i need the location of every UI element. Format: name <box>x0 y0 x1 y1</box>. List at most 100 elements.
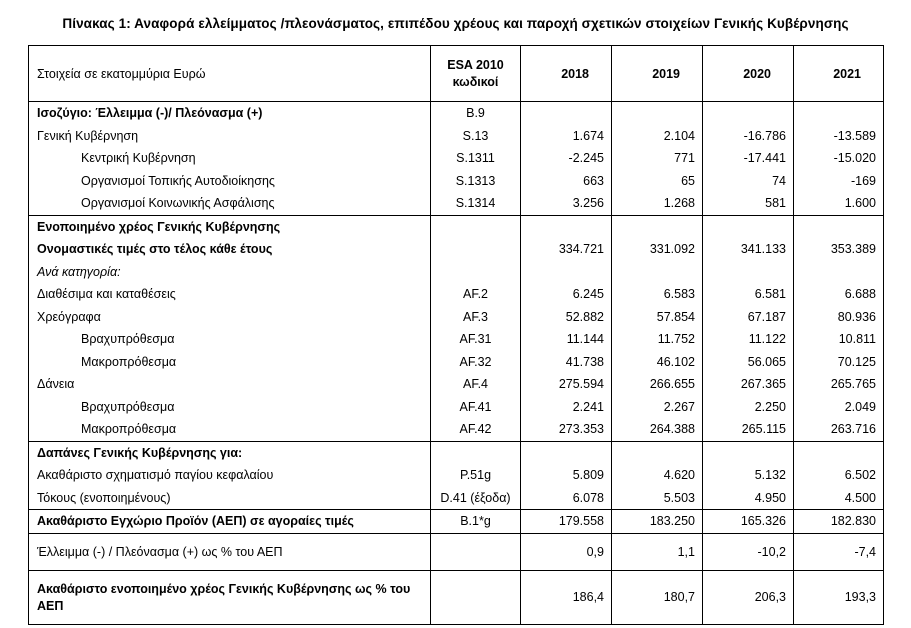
row-esa-code <box>430 570 521 625</box>
row-value-2021: 265.765 <box>793 373 884 396</box>
row-value-2019: 6.583 <box>611 283 703 306</box>
row-value-2019: 65 <box>611 169 703 192</box>
row-value-2020: 4.950 <box>702 486 794 510</box>
row-value-2018: 275.594 <box>520 373 612 396</box>
row-value-2018: 2.241 <box>520 395 612 418</box>
row-label: Βραχυπρόθεσμα <box>28 395 431 418</box>
row-value-2020: 67.187 <box>702 305 794 328</box>
table-row: Μακροπρόθεσμα AF.42 273.353 264.388 265.115 2… <box>28 418 884 441</box>
row-value-2018: 11.144 <box>520 328 612 351</box>
row-value-2019: 46.102 <box>611 350 703 373</box>
row-value-2019: 57.854 <box>611 305 703 328</box>
row-value-2020: -10,2 <box>702 532 794 571</box>
row-label: Οργανισμοί Τοπικής Αυτοδιοίκησης <box>28 169 431 192</box>
row-value-2018: 663 <box>520 169 612 192</box>
row-value-2018: 179.558 <box>520 509 612 533</box>
row-value-2018: -2.245 <box>520 147 612 170</box>
table-row: Ονομαστικές τιμές στο τέλος κάθε έτους 33… <box>28 238 884 261</box>
row-label: Ακαθάριστο ενοποιημένο χρέος Γενικής Κυβ… <box>28 570 431 625</box>
row-esa-code <box>430 532 521 571</box>
row-esa-code: AF.2 <box>430 283 521 306</box>
row-label: Μακροπρόθεσμα <box>28 418 431 441</box>
table-row: Ενοποιημένο χρέος Γενικής Κυβέρνησης <box>28 214 884 238</box>
row-value-2021 <box>793 260 884 283</box>
row-value-2020 <box>702 101 794 125</box>
row-value-2020: 6.581 <box>702 283 794 306</box>
row-label: Ακαθάριστο Εγχώριο Προϊόν (ΑΕΠ) σε αγορα… <box>28 509 431 533</box>
row-esa-code: S.1311 <box>430 147 521 170</box>
row-value-2018: 273.353 <box>520 418 612 441</box>
row-label: Μακροπρόθεσμα <box>28 350 431 373</box>
row-value-2019 <box>611 214 703 238</box>
row-value-2019 <box>611 440 703 464</box>
row-label: Ισοζύγιο: Έλλειμμα (-)/ Πλεόνασμα (+) <box>28 101 431 125</box>
row-value-2019: 2.267 <box>611 395 703 418</box>
row-value-2021: 70.125 <box>793 350 884 373</box>
row-value-2021: 6.502 <box>793 464 884 487</box>
row-label: Ενοποιημένο χρέος Γενικής Κυβέρνησης <box>28 214 431 238</box>
header-row: Στοιχεία σε εκατομμύρια Ευρώ ESA 2010 κω… <box>28 45 884 102</box>
row-value-2021: 4.500 <box>793 486 884 510</box>
row-esa-code: B.1*g <box>430 509 521 533</box>
row-value-2021: 353.389 <box>793 238 884 261</box>
row-esa-code <box>430 214 521 238</box>
row-value-2018: 41.738 <box>520 350 612 373</box>
table-title: Πίνακας 1: Αναφορά ελλείμματος /πλεονάσμ… <box>62 16 849 31</box>
row-value-2019: 11.752 <box>611 328 703 351</box>
year-header-2020: 2020 <box>702 45 794 102</box>
row-value-2020: 341.133 <box>702 238 794 261</box>
table-row: Κεντρική Κυβέρνηση S.1311 -2.245 771 -17.441… <box>28 147 884 170</box>
row-value-2020: 74 <box>702 169 794 192</box>
row-value-2021 <box>793 440 884 464</box>
row-value-2019: 5.503 <box>611 486 703 510</box>
table-row: Ακαθάριστο σχηματισμό παγίου κεφαλαίου P.… <box>28 464 884 487</box>
row-value-2019: 1.268 <box>611 192 703 215</box>
table-row: Οργανισμοί Κοινωνικής Ασφάλισης S.1314 3.2… <box>28 192 884 215</box>
row-label: Δαπάνες Γενικής Κυβέρνησης για: <box>28 440 431 464</box>
esa-codes-header: ESA 2010 κωδικοί <box>430 45 521 102</box>
row-value-2021: 1.600 <box>793 192 884 215</box>
row-esa-code: AF.41 <box>430 395 521 418</box>
row-value-2019 <box>611 260 703 283</box>
row-value-2019: 264.388 <box>611 418 703 441</box>
row-value-2018: 0,9 <box>520 532 612 571</box>
row-label: Γενική Κυβέρνηση <box>28 124 431 147</box>
table-row: Ισοζύγιο: Έλλειμμα (-)/ Πλεόνασμα (+) B.9 <box>28 101 884 125</box>
row-value-2019: 331.092 <box>611 238 703 261</box>
row-esa-code <box>430 260 521 283</box>
row-label: Ανά κατηγορία: <box>28 260 431 283</box>
row-label: Ακαθάριστο σχηματισμό παγίου κεφαλαίου <box>28 464 431 487</box>
row-value-2018 <box>520 260 612 283</box>
row-esa-code: D.41 (έξοδα) <box>430 486 521 510</box>
row-esa-code: P.51g <box>430 464 521 487</box>
row-esa-code: AF.32 <box>430 350 521 373</box>
row-esa-code <box>430 440 521 464</box>
table-body: Ισοζύγιο: Έλλειμμα (-)/ Πλεόνασμα (+) B.9… <box>28 101 884 625</box>
row-value-2021: 182.830 <box>793 509 884 533</box>
table-row: Βραχυπρόθεσμα AF.31 11.144 11.752 11.122 10.8… <box>28 328 884 351</box>
year-header-2018: 2018 <box>520 45 612 102</box>
general-government-table: Στοιχεία σε εκατομμύρια Ευρώ ESA 2010 κω… <box>28 45 884 625</box>
row-value-2021: 10.811 <box>793 328 884 351</box>
row-label: Έλλειμμα (-) / Πλεόνασμα (+) ως % του ΑΕ… <box>28 532 431 571</box>
row-value-2021: -7,4 <box>793 532 884 571</box>
row-value-2021: -169 <box>793 169 884 192</box>
row-label: Δάνεια <box>28 373 431 396</box>
row-esa-code: AF.4 <box>430 373 521 396</box>
table-row: Ακαθάριστο Εγχώριο Προϊόν (ΑΕΠ) σε αγορα… <box>28 509 884 533</box>
row-label: Κεντρική Κυβέρνηση <box>28 147 431 170</box>
row-value-2021 <box>793 101 884 125</box>
row-value-2020 <box>702 214 794 238</box>
year-header-2019: 2019 <box>611 45 703 102</box>
row-value-2019 <box>611 101 703 125</box>
table-row: Τόκους (ενοποιημένους) D.41 (έξοδα) 6.078 5… <box>28 486 884 510</box>
row-value-2021: 80.936 <box>793 305 884 328</box>
table-row: Μακροπρόθεσμα AF.32 41.738 46.102 56.065 70.1… <box>28 350 884 373</box>
row-value-2019: 266.655 <box>611 373 703 396</box>
row-value-2019: 1,1 <box>611 532 703 571</box>
row-value-2021: 193,3 <box>793 570 884 625</box>
row-value-2018: 6.245 <box>520 283 612 306</box>
row-value-2018 <box>520 214 612 238</box>
table-row: Βραχυπρόθεσμα AF.41 2.241 2.267 2.250 2.049 <box>28 395 884 418</box>
